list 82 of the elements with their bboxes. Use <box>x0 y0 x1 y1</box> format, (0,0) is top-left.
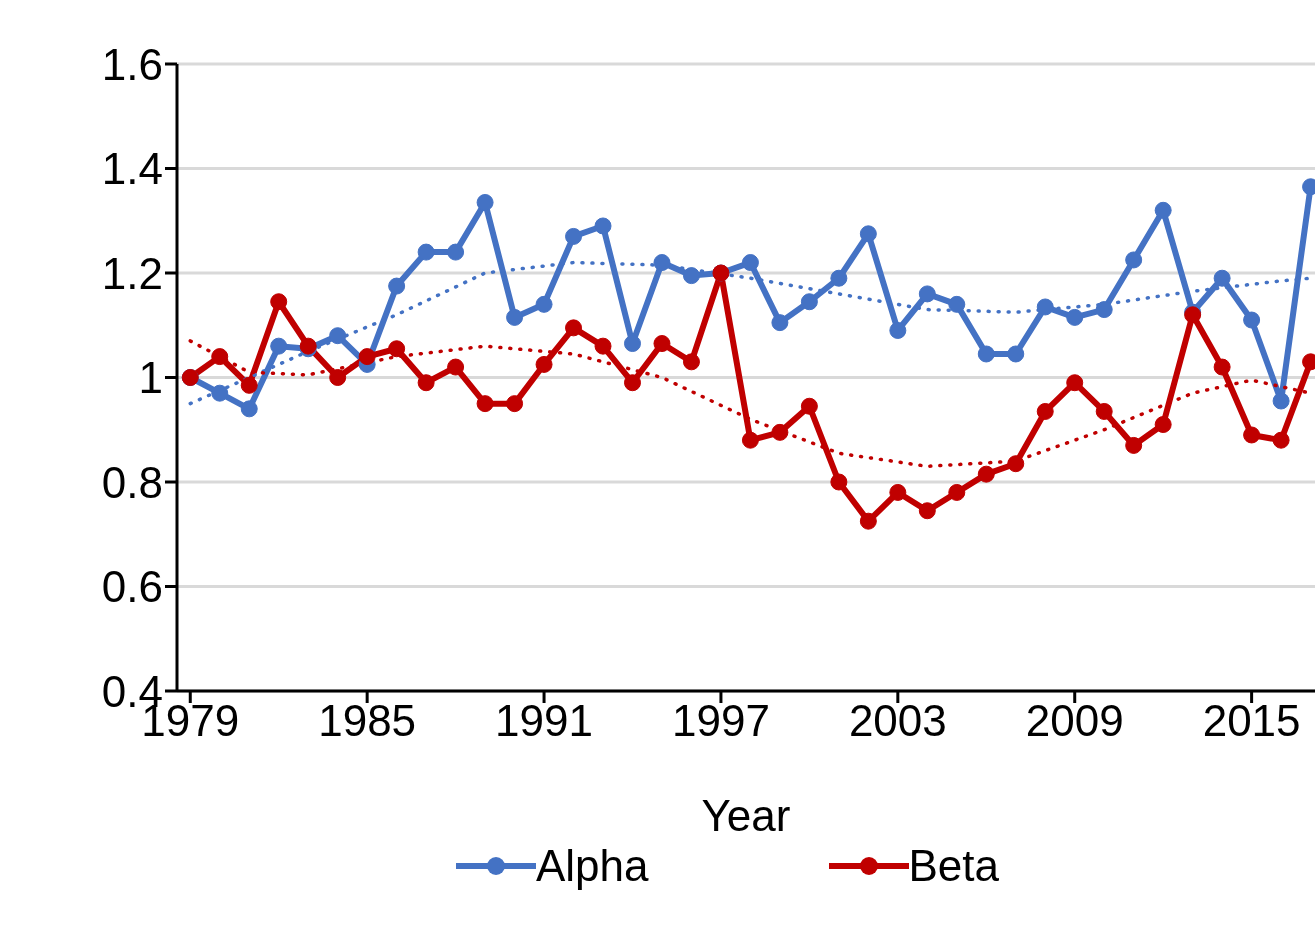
point <box>447 243 465 261</box>
point <box>624 335 641 353</box>
y-tick-label: 0.8 <box>101 457 163 507</box>
point <box>859 225 877 243</box>
point <box>476 395 494 413</box>
point <box>594 337 612 355</box>
point <box>417 374 435 392</box>
point <box>447 358 465 376</box>
point <box>859 512 877 530</box>
point <box>506 395 524 413</box>
point <box>1007 345 1025 363</box>
point <box>800 293 818 311</box>
x-tick-label: 2015 <box>1202 696 1301 746</box>
point <box>830 269 848 287</box>
x-axis-title: Year <box>701 791 791 840</box>
point <box>1095 402 1113 420</box>
point <box>977 465 995 483</box>
point <box>771 423 789 441</box>
point <box>1243 311 1261 329</box>
point <box>388 277 406 295</box>
x-tick-label: 1991 <box>495 696 593 746</box>
point <box>535 295 553 313</box>
point <box>948 483 966 501</box>
point <box>211 384 229 402</box>
y-tick-label: 1.6 <box>101 39 163 89</box>
point <box>476 193 494 211</box>
point <box>1272 431 1290 449</box>
y-tick-label: 0.6 <box>101 562 163 612</box>
point <box>1213 358 1231 376</box>
point <box>1036 402 1054 420</box>
point <box>889 483 907 501</box>
point <box>800 397 818 415</box>
point <box>1272 392 1290 410</box>
x-tick-label: 1985 <box>318 696 417 746</box>
point <box>1066 308 1084 326</box>
point <box>565 227 583 245</box>
point <box>741 254 759 272</box>
point <box>1243 426 1261 444</box>
point <box>682 267 700 285</box>
y-tick-label: 1.4 <box>101 144 163 194</box>
point <box>270 337 288 355</box>
point <box>329 327 347 345</box>
point <box>1007 455 1025 473</box>
point <box>1125 251 1143 269</box>
point <box>1125 436 1143 454</box>
x-tick-label: 2009 <box>1025 696 1124 746</box>
x-tick-label: 2003 <box>848 696 947 746</box>
point <box>240 400 258 418</box>
point <box>1213 269 1231 287</box>
point <box>1036 298 1054 316</box>
point <box>240 376 258 394</box>
point <box>830 473 848 491</box>
y-tick-label: 1 <box>138 353 163 403</box>
point <box>1154 416 1172 434</box>
point <box>653 254 671 272</box>
point <box>653 335 671 353</box>
point <box>977 345 995 363</box>
point <box>918 502 936 520</box>
point <box>1066 374 1084 392</box>
point <box>535 355 553 373</box>
point <box>506 308 524 326</box>
point <box>270 293 288 311</box>
point <box>741 431 759 449</box>
point <box>329 369 347 386</box>
point <box>771 314 789 332</box>
point <box>918 285 936 303</box>
y-tick-label: 1.2 <box>101 248 163 298</box>
point <box>1095 301 1113 319</box>
point <box>388 340 406 358</box>
x-tick-label: 1997 <box>672 696 770 746</box>
point <box>624 374 641 392</box>
legend-label: Alpha <box>535 841 649 891</box>
point <box>594 217 612 235</box>
point <box>682 353 700 371</box>
point <box>417 243 435 261</box>
point <box>889 321 907 339</box>
point <box>211 348 229 366</box>
legend-label: Beta <box>908 841 1000 891</box>
point <box>948 295 966 313</box>
point <box>358 348 376 366</box>
point <box>1154 201 1172 219</box>
point <box>565 319 583 337</box>
